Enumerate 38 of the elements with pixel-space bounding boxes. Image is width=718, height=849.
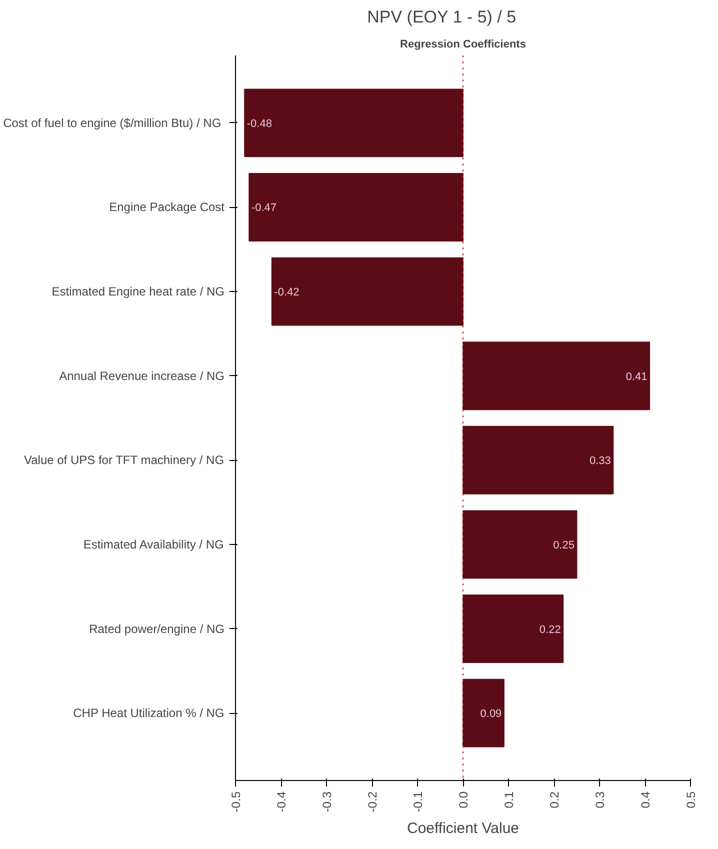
y-tick-label: Estimated Engine heat rate / NG (52, 284, 225, 299)
y-tick-label: Estimated Availability / NG (83, 537, 224, 552)
y-tick-label: Engine Package Cost (109, 200, 226, 214)
data-label: 0.41 (626, 370, 648, 383)
bar (462, 342, 650, 410)
x-axis-title: Coefficient Value (406, 820, 520, 838)
data-label: -0.48 (246, 118, 272, 130)
x-tick-label: -0.3 (320, 791, 334, 812)
data-label: 0.33 (589, 455, 611, 468)
x-tick-label: 0.5 (684, 791, 698, 808)
x-tick-label: 0.0 (456, 791, 470, 808)
data-label: -0.47 (251, 202, 277, 214)
x-tick-label: -0.4 (274, 791, 288, 812)
bar (248, 173, 464, 242)
x-tick-label: 0.2 (548, 791, 562, 808)
y-tick-label: CHP Heat Utilization % / NG (73, 706, 224, 720)
bar (271, 257, 464, 326)
x-tick-label: 0.1 (502, 791, 516, 808)
chart-subtitle: Regression Coefficients (400, 38, 526, 50)
x-tick-label: -0.2 (366, 791, 380, 812)
y-tick-label: Rated power/engine / NG (89, 622, 225, 636)
y-tick-label: Cost of fuel to engine ($/million Btu) / NG (3, 116, 222, 130)
y-tick-label: Value of UPS for TFT machinery / NG (24, 453, 224, 468)
x-tick-label: 0.4 (638, 791, 652, 808)
bar (462, 426, 614, 494)
bar (244, 88, 464, 158)
data-label: 0.22 (539, 624, 561, 636)
data-label: 0.25 (553, 539, 574, 552)
bar (462, 510, 578, 579)
x-tick-label: -0.5 (229, 791, 243, 812)
y-tick-label: Annual Revenue increase / NG (59, 368, 225, 383)
data-label: 0.09 (480, 708, 502, 720)
x-tick-label: 0.3 (593, 791, 607, 808)
bar (462, 594, 564, 663)
chart-title: NPV (EOY 1 - 5) / 5 (367, 8, 516, 26)
bar (462, 678, 504, 748)
data-label: -0.42 (274, 286, 300, 299)
x-tick-label: -0.1 (411, 791, 425, 812)
